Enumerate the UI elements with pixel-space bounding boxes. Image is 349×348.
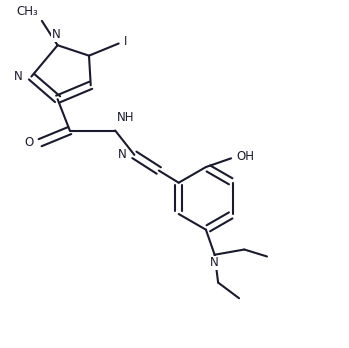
Text: N: N [51,28,60,41]
Text: NH: NH [117,111,134,124]
Text: N: N [210,256,219,269]
Text: N: N [14,70,23,83]
Text: CH₃: CH₃ [17,5,38,18]
Text: OH: OH [236,150,254,163]
Text: N: N [118,148,127,161]
Text: I: I [124,35,127,48]
Text: O: O [24,136,34,149]
